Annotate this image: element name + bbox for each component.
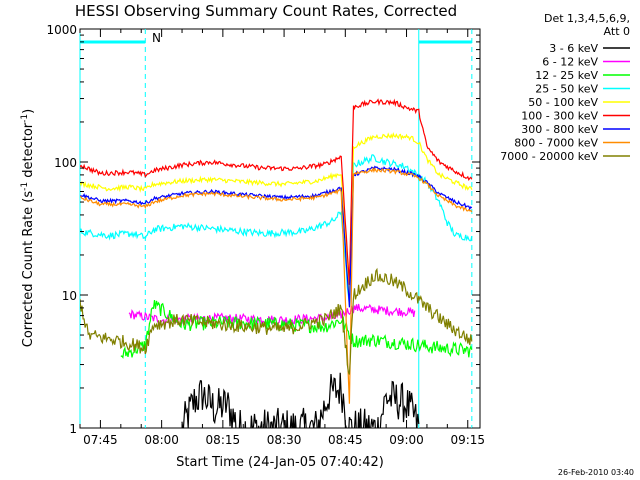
axes: 07:45 08:00 08:15 08:30 08:45 09:00 09:15 1 10 10…: [46, 23, 485, 447]
legend-label: 12 - 25 keV: [535, 69, 598, 82]
series-line: [80, 166, 473, 404]
night-flag-label: N: [152, 31, 161, 45]
series-layer: [80, 98, 473, 428]
legend-label: 800 - 7000 keV: [514, 137, 598, 150]
x-tick-label: 08:00: [144, 433, 179, 447]
legend-label: 7000 - 20000 keV: [500, 150, 598, 163]
x-axis-label: Start Time (24-Jan-05 07:40:42): [176, 455, 384, 470]
footer-timestamp: 26-Feb-2010 03:40: [558, 468, 634, 477]
series-line: [80, 154, 473, 306]
attenuator-flags: [79, 29, 473, 428]
legend-header-line1: Det 1,3,4,5,6,9,: [544, 12, 630, 25]
y-axis-label: Corrected Count Rate (s-1 detector-1): [20, 109, 36, 347]
legend-header-line2: Att 0: [604, 25, 630, 38]
series-line: [181, 372, 420, 428]
y-tick-label: 1000: [46, 23, 77, 37]
legend-label: 25 - 50 keV: [535, 83, 598, 96]
legend-label: 300 - 800 keV: [521, 123, 598, 136]
series-line: [80, 132, 473, 296]
legend-label: 100 - 300 keV: [521, 110, 598, 123]
y-tick-label: 10: [62, 289, 77, 303]
chart-title: HESSI Observing Summary Count Rates, Cor…: [75, 2, 457, 20]
x-tick-label: 08:30: [267, 433, 302, 447]
plot-area: [79, 28, 481, 429]
legend-label: 6 - 12 keV: [542, 56, 598, 69]
x-tick-label: 09:00: [389, 433, 424, 447]
y-tick-label: 1: [69, 422, 77, 436]
x-tick-label: 07:45: [83, 433, 118, 447]
y-tick-label: 100: [54, 156, 77, 170]
series-line: [80, 267, 473, 375]
legend-label: 50 - 100 keV: [528, 96, 598, 109]
x-tick-label: 08:45: [328, 433, 363, 447]
x-tick-label: 09:15: [450, 433, 485, 447]
x-tick-label: 08:15: [206, 433, 241, 447]
series-line: [80, 98, 473, 285]
legend-label: 3 - 6 keV: [549, 42, 598, 55]
